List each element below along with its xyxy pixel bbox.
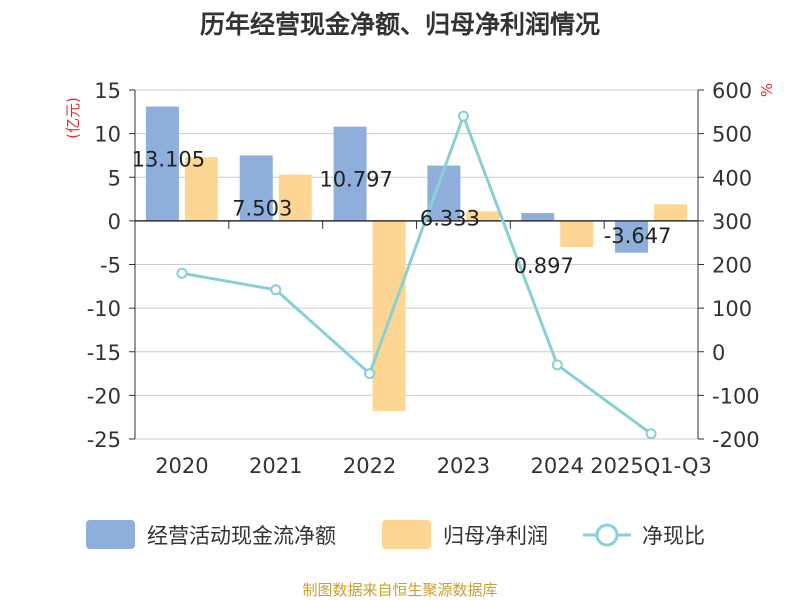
chart-title: 历年经营现金净额、归母净利润情况 [200, 10, 600, 39]
left-axis-ticks: 15 10 5 0 -5 -10 -15 -20 -25 [87, 79, 121, 452]
left-tick-label: 0 [108, 210, 121, 234]
left-tick-label: -25 [87, 428, 121, 452]
legend-swatch-cashflow [86, 520, 135, 549]
cashflow-value-label: 10.797 [319, 168, 392, 192]
right-tick-label: -200 [712, 428, 760, 452]
left-tick-label: 5 [108, 166, 121, 190]
right-tick-label: 300 [712, 210, 752, 234]
cashflow-bar [615, 220, 649, 253]
left-tick-label: 10 [94, 123, 121, 147]
ratio-point [270, 284, 282, 296]
cashflow-value-label: 6.333 [420, 207, 480, 231]
ratio-polyline [181, 111, 652, 435]
x-tick-label: 2020 [155, 454, 208, 478]
cashflow-value-label: -3.647 [604, 224, 672, 248]
legend-swatch-netprofit [382, 520, 431, 549]
right-tick-label: 400 [712, 166, 752, 190]
left-axis-unit: (亿元) [64, 97, 82, 139]
ratio-point [551, 359, 563, 371]
cashflow-bar [145, 106, 179, 221]
left-tick-label: -20 [87, 384, 121, 408]
ratio-point [457, 110, 469, 122]
netprofit-bar [560, 220, 594, 248]
left-tick-label: -10 [87, 297, 121, 321]
x-tick-label: 2022 [343, 454, 396, 478]
cashflow-bar [521, 213, 555, 221]
gridlines [129, 89, 704, 440]
ratio-point [364, 368, 376, 380]
net-cash-ratio-line [176, 110, 657, 440]
right-tick-label: 600 [712, 79, 752, 103]
left-tick-label: -5 [100, 254, 121, 278]
netprofit-bar [278, 174, 312, 221]
netprofit-bar [466, 211, 500, 221]
cashflow-value-label: 7.503 [232, 196, 292, 220]
legend-label-cashflow[interactable]: 经营活动现金流净额 [147, 524, 336, 548]
x-tick-label: 2021 [249, 454, 302, 478]
cashflow-bar [239, 155, 273, 221]
x-tick-label: 2024 [531, 454, 584, 478]
legend-label-netprofit[interactable]: 归母净利润 [443, 524, 548, 548]
legend[interactable]: 经营活动现金流净额 归母净利润 净现比 [86, 520, 705, 549]
bars [145, 106, 688, 412]
cashflow-value-label: 13.105 [132, 148, 205, 172]
cashflow-bar [427, 165, 461, 221]
data-labels: 13.105 7.503 10.797 6.333 0.897 -3.647 [132, 148, 672, 279]
cashflow-value-label: 0.897 [514, 254, 574, 278]
right-axis-unit: % [758, 83, 776, 97]
right-axis-ticks: 600 500 400 300 200 100 0 -100 -200 [712, 79, 760, 452]
left-tick-label: 15 [94, 79, 121, 103]
right-tick-label: -100 [712, 384, 760, 408]
ratio-point [176, 267, 188, 279]
data-source: 制图数据来自恒生聚源数据库 [302, 581, 497, 599]
right-tick-label: 0 [712, 341, 725, 365]
legend-label-ratio[interactable]: 净现比 [642, 524, 705, 548]
x-tick-label: 2023 [437, 454, 490, 478]
x-tick-label: 2025Q1-Q3 [590, 454, 712, 478]
legend-marker-ratio [595, 523, 619, 547]
ratio-point [645, 428, 657, 440]
right-tick-label: 100 [712, 297, 752, 321]
netprofit-bar [654, 204, 688, 221]
netprofit-bar [184, 157, 218, 221]
right-tick-label: 500 [712, 123, 752, 147]
right-tick-label: 200 [712, 254, 752, 278]
left-tick-label: -15 [87, 341, 121, 365]
x-axis-ticks: 2020 2021 2022 2023 2024 2025Q1-Q3 [155, 454, 712, 478]
axes [134, 90, 699, 439]
cashflow-bar [333, 126, 367, 221]
